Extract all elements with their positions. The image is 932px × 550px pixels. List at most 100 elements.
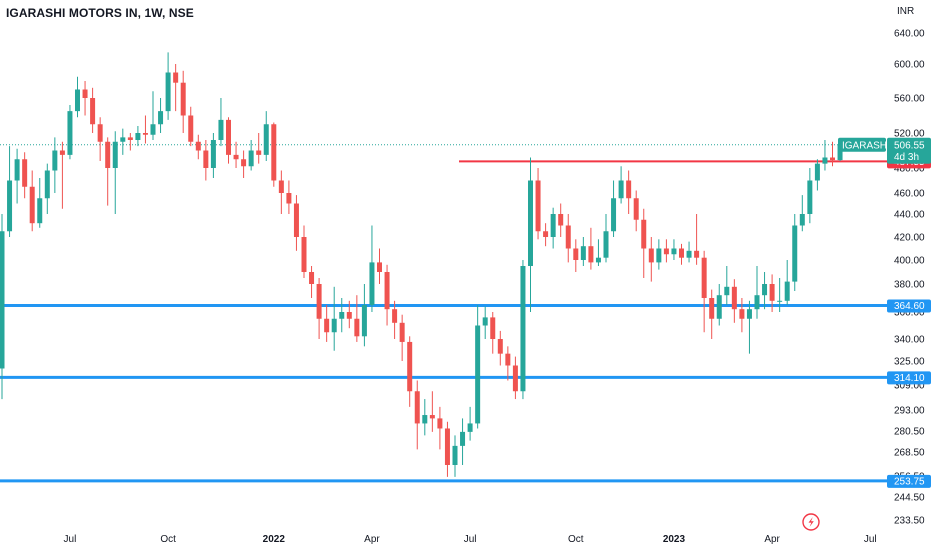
candle-body: [679, 248, 684, 258]
candle: [663, 239, 669, 263]
candle: [686, 241, 692, 263]
candle-body: [392, 309, 398, 323]
candle-body: [822, 157, 828, 164]
candle: [784, 260, 790, 305]
candle-body: [173, 72, 179, 83]
price-tag: 314.10: [887, 371, 931, 385]
candle: [120, 128, 126, 155]
candle: [346, 300, 352, 329]
time-tick-label: Oct: [160, 534, 176, 545]
candle: [22, 152, 28, 199]
price-tick-label: 325.00: [894, 357, 925, 368]
candle: [135, 126, 141, 147]
candle-body: [135, 133, 141, 140]
candle: [293, 195, 299, 251]
candle-body: [595, 257, 601, 263]
candle-body: [263, 124, 269, 155]
candle: [656, 239, 662, 270]
candle: [807, 168, 813, 224]
candle-body: [271, 124, 277, 181]
candle: [777, 278, 783, 312]
candle-body: [754, 295, 760, 310]
candle-body: [429, 415, 435, 419]
price-tick-label: 293.00: [894, 406, 925, 417]
candle: [52, 137, 58, 193]
candle-body: [248, 150, 254, 167]
candle: [694, 214, 700, 265]
tradingview-logo-icon[interactable]: [802, 513, 820, 531]
price-tick-label: 600.00: [894, 60, 925, 71]
candle: [746, 300, 752, 354]
candle: [301, 225, 307, 278]
candle: [195, 134, 201, 160]
candle: [671, 239, 677, 260]
candle-body: [67, 111, 73, 155]
price-tick-label: 520.00: [894, 129, 925, 140]
candle-body: [188, 115, 194, 142]
candle-body: [414, 391, 420, 424]
candle-body: [520, 266, 526, 392]
candle-body: [286, 193, 292, 204]
horizontal-lines: [0, 144, 888, 483]
price-tick-label: 268.50: [894, 448, 925, 459]
candle: [377, 248, 382, 284]
candle: [754, 266, 760, 319]
time-tick-label: Jul: [64, 534, 77, 545]
candle-body: [724, 286, 730, 296]
candle: [210, 133, 216, 178]
candle-body: [278, 180, 284, 193]
candle-body: [444, 428, 450, 465]
price-tick-label: 380.00: [894, 280, 925, 291]
candle: [799, 195, 805, 232]
candle: [90, 87, 96, 133]
candle: [97, 117, 103, 161]
candle-body: [233, 154, 239, 160]
time-axis[interactable]: Jul Oct 2022 Apr Jul Oct 2023 Apr Jul: [64, 534, 877, 545]
candle-body: [309, 272, 315, 284]
candle: [369, 225, 375, 312]
candle: [392, 300, 398, 339]
price-tag: 253.75: [887, 474, 931, 488]
price-tag-label: 253.75: [894, 476, 925, 487]
candle: [158, 98, 164, 133]
candle-body: [618, 180, 624, 199]
candle: [535, 168, 541, 240]
candle-body: [210, 140, 216, 168]
candle: [626, 170, 632, 214]
candle-body: [799, 214, 805, 226]
candle-body: [316, 284, 322, 319]
candle-body: [226, 119, 231, 155]
time-tick-label: Jul: [864, 534, 877, 545]
candle: [248, 140, 254, 171]
candle-body: [14, 159, 20, 181]
candle: [271, 122, 277, 187]
candle-body: [558, 214, 564, 226]
candle-body: [37, 198, 43, 224]
candle-body: [731, 286, 737, 310]
candle: [422, 399, 428, 436]
price-axis[interactable]: 640.00 600.00 560.00 520.00 480.00 460.00 440.…: [894, 29, 925, 527]
candle: [324, 305, 330, 342]
candle-body: [497, 339, 503, 354]
candle: [59, 141, 65, 209]
candle-body: [22, 159, 28, 187]
candle: [188, 106, 194, 147]
candle-body: [407, 341, 413, 392]
candle-body: [807, 180, 813, 214]
candle-body: [301, 237, 307, 272]
candle: [278, 170, 284, 214]
candle: [701, 250, 707, 333]
candle: [437, 406, 443, 450]
candle-body: [656, 248, 662, 263]
candle: [241, 150, 247, 178]
candle-body: [671, 248, 677, 255]
candle-body: [603, 231, 609, 258]
candle-body: [777, 300, 783, 302]
candle: [648, 237, 654, 282]
candle-body: [475, 325, 481, 424]
price-tick-label: 640.00: [894, 29, 925, 40]
price-tick-label: 233.50: [894, 516, 925, 527]
candle: [512, 356, 518, 400]
candle-body: [565, 225, 571, 249]
